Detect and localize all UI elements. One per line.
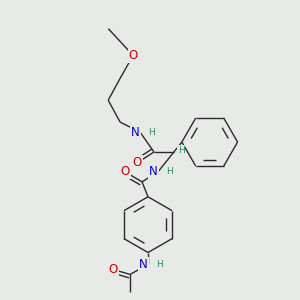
Text: H: H (156, 260, 163, 269)
Text: H: H (148, 128, 155, 136)
Text: N: N (131, 126, 140, 139)
Text: H: H (178, 146, 185, 155)
Text: O: O (109, 263, 118, 276)
Text: N: N (139, 258, 148, 271)
Text: O: O (132, 156, 142, 170)
Text: N: N (149, 165, 158, 178)
Text: O: O (128, 49, 138, 62)
Text: H: H (166, 167, 173, 176)
Text: O: O (121, 165, 130, 178)
